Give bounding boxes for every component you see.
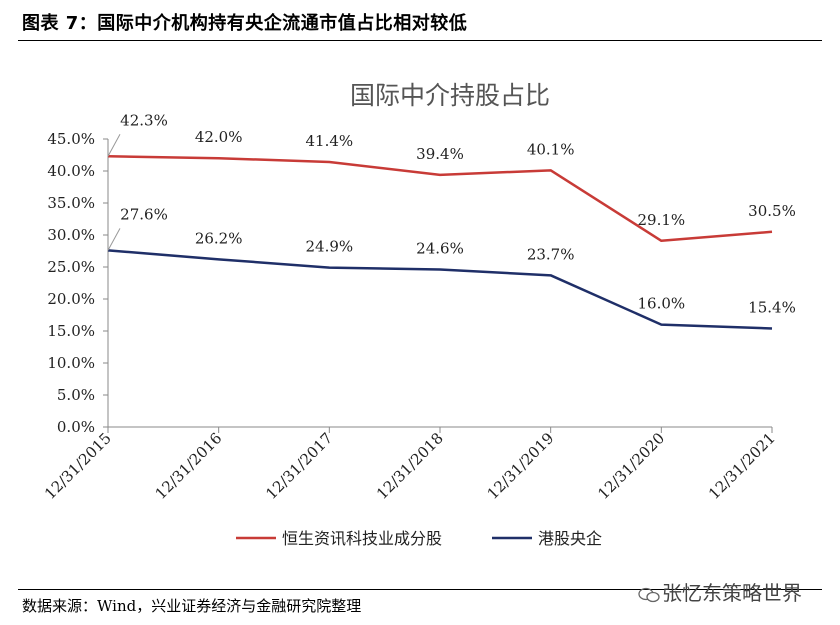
data-label: 26.2%: [195, 229, 243, 247]
data-label: 41.4%: [306, 132, 354, 150]
bottom-rule: [18, 589, 822, 590]
x-tick-label: 12/31/2018: [373, 429, 447, 503]
y-tick-label: 10.0%: [47, 354, 95, 372]
legend-label: 港股央企: [538, 529, 602, 548]
x-tick-label: 12/31/2019: [484, 429, 558, 503]
x-tick-label: 12/31/2017: [262, 429, 336, 503]
data-label: 16.0%: [638, 295, 686, 313]
data-label: 23.7%: [527, 245, 575, 263]
y-tick-label: 45.0%: [47, 130, 95, 148]
y-tick-label: 0.0%: [57, 418, 95, 436]
y-tick-label: 35.0%: [47, 194, 95, 212]
data-label: 29.1%: [638, 211, 686, 229]
data-label: 27.6%: [120, 205, 168, 223]
y-tick-label: 20.0%: [47, 290, 95, 308]
x-tick-label: 12/31/2021: [705, 429, 779, 503]
y-tick-label: 30.0%: [47, 226, 95, 244]
data-label: 15.4%: [748, 298, 796, 316]
data-label: 39.4%: [416, 145, 464, 163]
wechat-icon: [638, 587, 660, 602]
y-tick-label: 40.0%: [47, 162, 95, 180]
data-label-leader: [107, 228, 121, 251]
legend-label: 恒生资讯科技业成分股: [282, 529, 442, 548]
top-rule: [18, 40, 822, 41]
data-label: 30.5%: [748, 202, 796, 220]
y-tick-label: 15.0%: [47, 322, 95, 340]
x-tick-label: 12/31/2020: [594, 429, 668, 503]
data-label: 42.3%: [120, 111, 168, 129]
x-tick-label: 12/31/2015: [41, 429, 115, 503]
y-tick-label: 5.0%: [57, 386, 95, 404]
data-label: 24.9%: [306, 238, 354, 256]
data-label: 42.0%: [195, 128, 243, 146]
data-label-leader: [107, 134, 121, 157]
series-line-2: [107, 249, 773, 330]
figure-title: 图表 7：国际中介机构持有央企流通市值占比相对较低: [22, 13, 468, 34]
watermark: 张忆东策略世界: [638, 577, 802, 606]
source-note: 数据来源：Wind，兴业证券经济与金融研究院整理: [22, 597, 362, 615]
x-tick-label: 12/31/2016: [152, 429, 226, 503]
line-chart: 国际中介持股占比 0.0% 5.0% 10.0% 15.0% 20.0% 25.0% 30.0…: [41, 81, 796, 548]
data-label: 24.6%: [416, 240, 464, 258]
data-label: 40.1%: [527, 140, 575, 158]
chart-title: 国际中介持股占比: [350, 81, 550, 110]
watermark-text: 张忆东策略世界: [662, 581, 802, 605]
y-tick-label: 25.0%: [47, 258, 95, 276]
series-line-1: [107, 155, 773, 243]
